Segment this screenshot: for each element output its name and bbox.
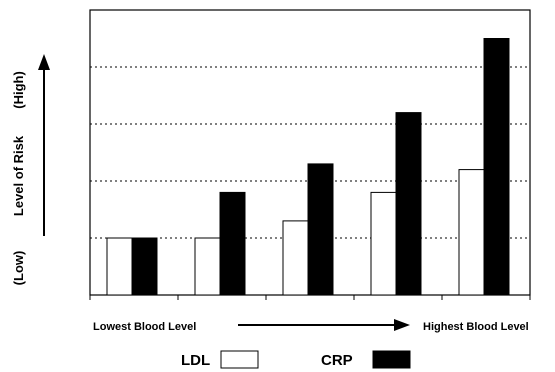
bar-ldl-5 (458, 169, 485, 296)
bar-crp-3 (307, 163, 334, 296)
legend: LDL CRP (181, 350, 411, 369)
bar-ldl-4 (370, 191, 397, 296)
legend-label-crp: CRP (321, 352, 353, 369)
bar-ldl-3 (282, 220, 309, 296)
bar-crp-2 (219, 191, 246, 296)
bar-ldl-2 (194, 237, 221, 296)
x-label-right: Highest Blood Level (423, 321, 529, 333)
y-label-high: (High) (11, 71, 26, 109)
x-axis-label: Lowest Blood Level Highest Blood Level (93, 319, 529, 333)
x-label-left: Lowest Blood Level (93, 321, 196, 333)
legend-swatch-ldl (220, 350, 259, 369)
legend-swatch-crp (372, 350, 411, 369)
y-axis-label: (Low) Level of Risk (High) (11, 54, 50, 285)
bar-ldl-1 (106, 237, 133, 296)
bar-crp-5 (483, 38, 510, 296)
bars (106, 38, 510, 296)
x-ticks (89, 295, 531, 300)
bar-crp-1 (131, 237, 158, 296)
y-axis-arrow-head (38, 54, 50, 70)
bar-crp-4 (395, 112, 422, 296)
x-axis-arrow-head (394, 319, 410, 331)
y-label-low: (Low) (11, 251, 26, 286)
legend-label-ldl: LDL (181, 352, 210, 369)
y-label-main: Level of Risk (11, 135, 26, 216)
